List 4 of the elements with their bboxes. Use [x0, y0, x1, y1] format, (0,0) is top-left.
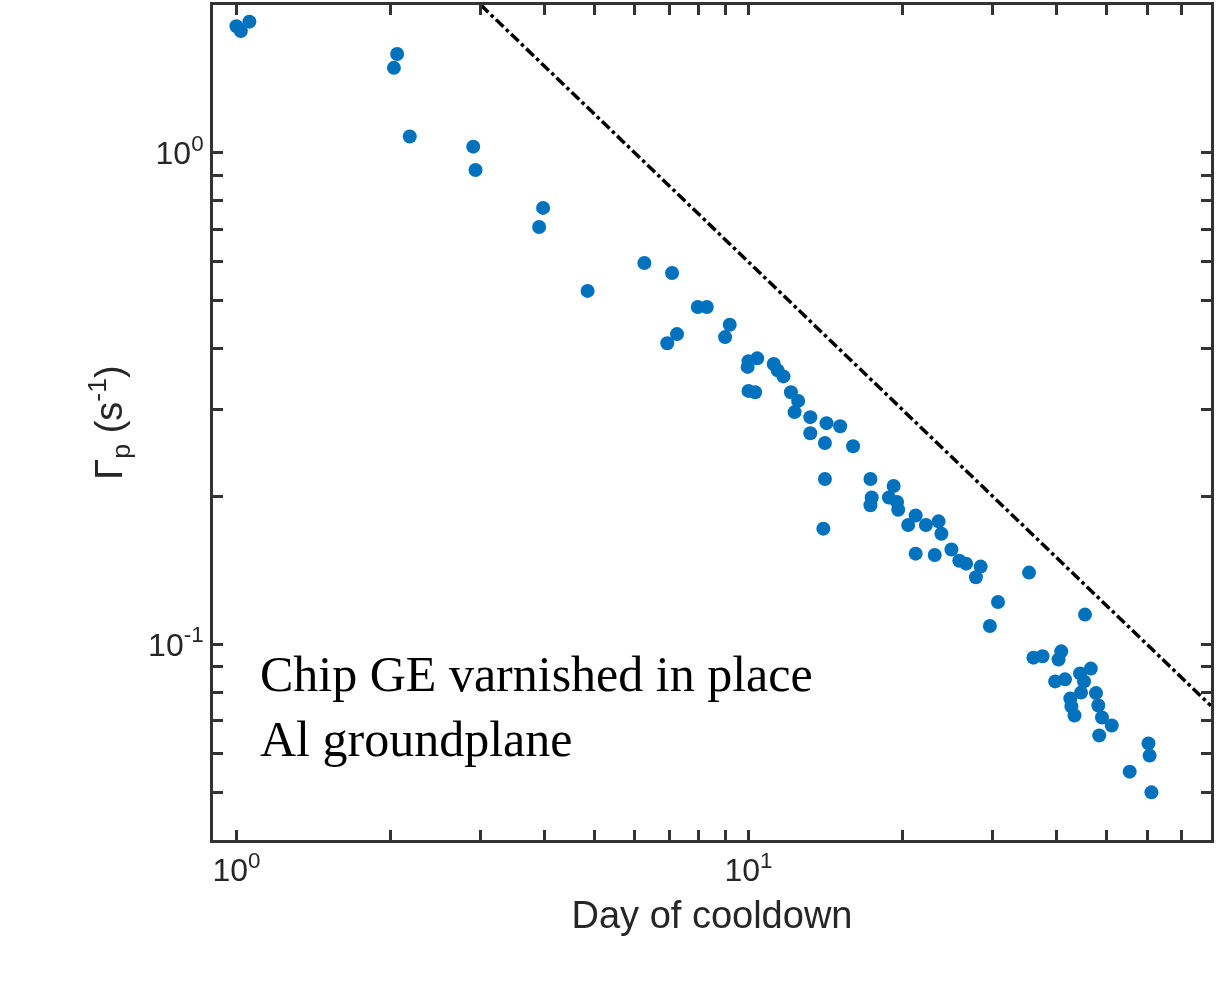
annotation: Chip GE varnished in place Al groundplane: [260, 646, 813, 767]
x-tick-label: 10$^{1}$: [724, 847, 773, 889]
y-tick-label: 10$^{-1}$: [148, 622, 204, 663]
x-axis-title: Day of cooldown: [571, 893, 853, 936]
